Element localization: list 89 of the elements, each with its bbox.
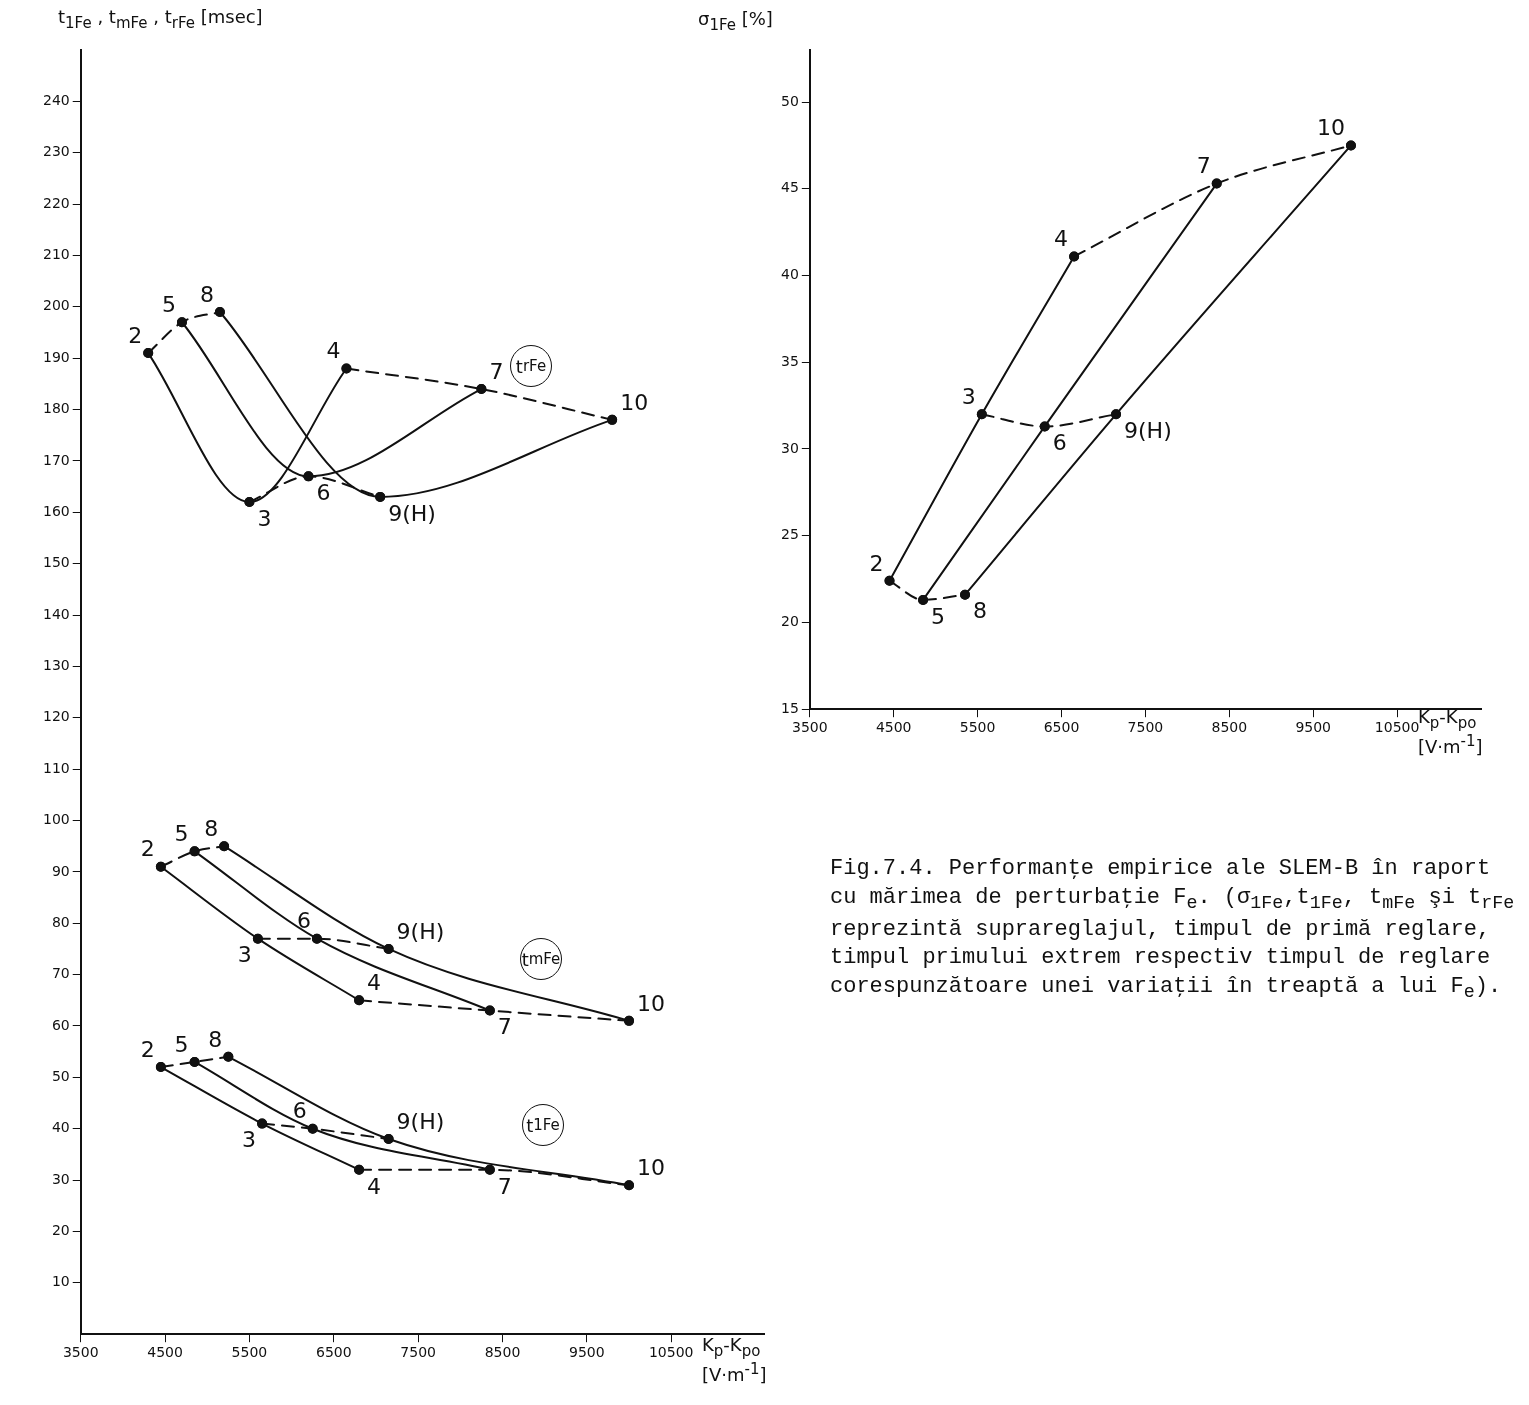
x-tick-label: 8500	[1211, 719, 1248, 736]
y-tick-label: 40	[51, 1119, 70, 1136]
annotation: 3	[961, 384, 976, 410]
x-tick-label: 9500	[569, 1344, 605, 1361]
annotation: 4	[326, 338, 341, 364]
annotation: 3	[242, 1127, 257, 1153]
annotation: 7	[497, 1173, 512, 1199]
y-tick-label: 180	[42, 400, 70, 417]
y-tick-label: 90	[51, 862, 70, 879]
annotation: 5	[161, 291, 176, 317]
y-tick-label: 50	[780, 92, 799, 109]
y-tick-label: 35	[780, 352, 799, 369]
annotation: 9(H)	[388, 500, 436, 526]
annotation: 2	[128, 322, 143, 348]
annotation: 4	[367, 1173, 382, 1199]
y-tick-label: 140	[42, 605, 70, 622]
x-tick-label: 9500	[1295, 719, 1332, 736]
y-tick-label: 10	[51, 1273, 70, 1290]
y-tick-label: 240	[42, 92, 70, 109]
y-tick-label: 230	[42, 143, 70, 160]
annotation: 7	[497, 1014, 512, 1040]
annotation: 5	[174, 821, 189, 847]
annotation: 9(H)	[1124, 418, 1172, 444]
annotation: 8	[973, 598, 988, 624]
x-tick-label: 6500	[1043, 719, 1080, 736]
x-tick-label: 4500	[875, 719, 912, 736]
x-tick-label: 4500	[147, 1344, 183, 1361]
annotation: 5	[174, 1031, 189, 1057]
y-axis-title: t$_{1Fe}$ , t$_{mFe}$ , t$_{rFe}$ [msec]	[58, 6, 263, 32]
x-tick-label: 7500	[400, 1344, 436, 1361]
y-tick-label: 110	[42, 759, 70, 776]
annotation: 7	[489, 358, 504, 384]
annotation: 6	[316, 480, 331, 506]
annotation: 6	[1052, 430, 1067, 456]
y-tick-label: 120	[42, 708, 70, 725]
annotation: 7	[1196, 153, 1211, 179]
y-tick-label: 80	[51, 913, 70, 930]
x-tick-label: 6500	[315, 1344, 352, 1361]
y-tick-label: 30	[780, 439, 799, 456]
x-tick-label: 5500	[959, 719, 996, 736]
y-tick-label: 160	[42, 502, 70, 519]
y-tick-label: 40	[780, 266, 799, 283]
annotation: 5	[931, 603, 946, 629]
annotation: 8	[204, 815, 219, 841]
annotation: 9(H)	[396, 918, 445, 944]
annotation: 10	[1316, 115, 1345, 141]
annotation: 2	[140, 1036, 155, 1062]
annotation: 2	[869, 550, 884, 576]
y-tick-label: 30	[51, 1170, 70, 1187]
y-tick-label: 20	[780, 613, 799, 630]
y-tick-label: 70	[51, 965, 70, 982]
y-tick-label: 220	[42, 194, 70, 211]
y-tick-label: 25	[780, 526, 799, 543]
y-tick-label: 50	[51, 1068, 70, 1084]
x-axis-title: K$_{p}$-K$_{po}$ [V·m$^{-1}$]	[702, 1334, 768, 1386]
x-tick-label: 10500	[648, 1344, 694, 1361]
x-tick-label: 5500	[231, 1344, 268, 1361]
y-tick-label: 130	[42, 657, 70, 674]
y-tick-label: 15	[780, 699, 799, 716]
y-axis-title: σ$_{1Fe}$ [%]	[698, 8, 773, 34]
annotation: 10	[637, 990, 666, 1016]
annotation: 4	[367, 970, 382, 996]
annotation: 10	[620, 389, 649, 415]
annotation: 6	[296, 908, 311, 934]
annotation: 8	[208, 1026, 223, 1052]
annotation: 9(H)	[396, 1108, 445, 1134]
annotation: 10	[637, 1154, 666, 1180]
annotation: 3	[257, 505, 272, 531]
y-tick-label: 190	[42, 348, 70, 365]
annotation: 6	[292, 1098, 307, 1124]
annotation: 8	[199, 281, 214, 307]
y-tick-label: 210	[42, 246, 70, 263]
y-tick-label: 200	[42, 297, 70, 314]
x-tick-label: 3500	[791, 719, 828, 736]
annotation: 3	[237, 942, 252, 968]
x-tick-label: 3500	[62, 1344, 99, 1361]
text: Fig.7.4. Performanţe empirice ale SLEM-B în raport cu mărimea de perturbaţie F$_{e}$. (σ$_{1Fe}$,t$_{1Fe}$, t$_{mFe}$ şi t$_{rFe}$ reprezintă suprareglajul, timpul de primă reglare, timpul primului extrem respectiv timpul de reglare corespunzătoare unei variaţii în treaptă a lui F$_{e}$).	[830, 856, 1515, 1004]
y-tick-label: 45	[780, 179, 799, 196]
y-tick-label: 60	[51, 1016, 70, 1033]
x-tick-label: 7500	[1127, 719, 1164, 736]
x-tick-label: 8500	[484, 1344, 521, 1361]
y-tick-label: 150	[42, 554, 70, 571]
x-axis-title: K$_{p}$-K$_{po}$ [V·m$^{-1}$]	[1418, 706, 1484, 758]
annotation: 2	[140, 836, 155, 862]
annotation: 4	[1054, 226, 1069, 252]
y-tick-label: 100	[42, 811, 70, 828]
x-tick-label: 10500	[1374, 719, 1420, 736]
y-tick-label: 20	[51, 1222, 70, 1239]
y-tick-label: 170	[42, 451, 70, 468]
